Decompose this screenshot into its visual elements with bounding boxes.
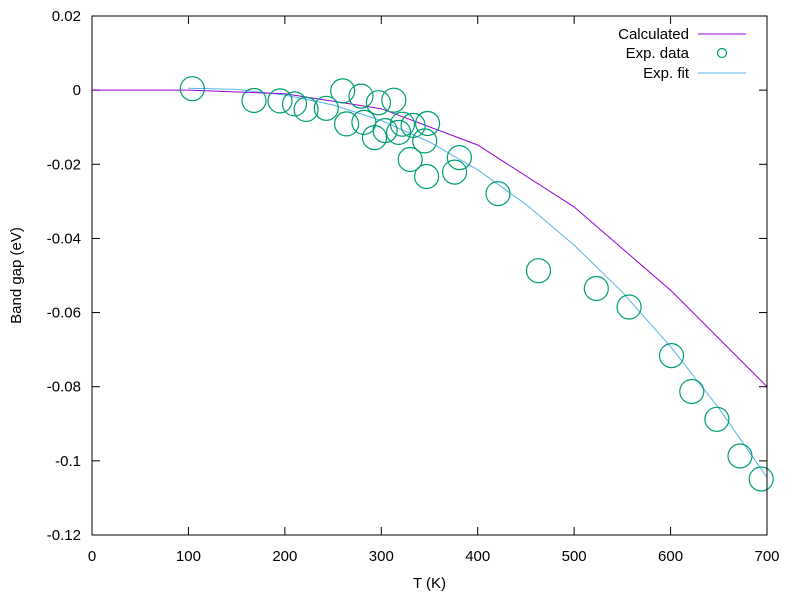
data-point-exp bbox=[412, 128, 438, 154]
x-tick-label: 200 bbox=[272, 548, 297, 565]
plot-frame bbox=[91, 15, 768, 536]
data-point-exp bbox=[372, 118, 398, 144]
data-point-exp bbox=[241, 87, 267, 114]
data-point-exp bbox=[442, 159, 468, 185]
data-point-exp bbox=[179, 76, 205, 102]
data-point-exp bbox=[267, 88, 293, 114]
x-tick-label: 600 bbox=[658, 548, 683, 565]
x-tick-label: 0 bbox=[88, 548, 96, 565]
data-point-exp bbox=[704, 406, 730, 432]
legend-swatch-exp-data bbox=[716, 47, 728, 59]
y-tick-label: -0.12 bbox=[47, 527, 81, 544]
data-point-exp bbox=[313, 95, 339, 121]
x-tick-label: 400 bbox=[465, 548, 490, 565]
data-point-exp bbox=[365, 90, 391, 116]
y-tick-label: -0.04 bbox=[47, 230, 81, 247]
y-tick-label: -0.08 bbox=[47, 379, 81, 396]
data-point-exp bbox=[616, 294, 642, 320]
data-point-exp bbox=[334, 111, 360, 137]
tick-labels: 0 100 200 300 400 500 600 700 0.02 0 -0.02 -0.04 -0.… bbox=[47, 8, 780, 565]
data-point-exp bbox=[415, 110, 441, 137]
y-tick-label: 0 bbox=[73, 82, 81, 99]
data-point-exp bbox=[348, 83, 374, 109]
data-point-exp bbox=[381, 87, 407, 113]
data-point-exp bbox=[293, 96, 319, 123]
x-tick-label: 500 bbox=[562, 548, 587, 565]
x-tick-label: 100 bbox=[176, 548, 201, 565]
data-point-exp bbox=[414, 163, 440, 190]
data-point-exp bbox=[485, 181, 511, 207]
data-point-exp bbox=[583, 275, 609, 302]
data-point-exp bbox=[446, 145, 472, 171]
legend-label-calculated: Calculated bbox=[618, 26, 689, 43]
y-tick-label: 0.02 bbox=[52, 8, 81, 25]
x-axis-label: T (K) bbox=[413, 575, 446, 592]
data-point-exp bbox=[679, 378, 705, 405]
legend-label-exp-data: Exp. data bbox=[626, 45, 690, 62]
data-point-exp bbox=[281, 91, 308, 117]
legend: Calculated Exp. data Exp. fit bbox=[618, 26, 746, 82]
y-axis-label: Band gap (eV) bbox=[8, 227, 25, 324]
y-tick-label: -0.1 bbox=[55, 453, 81, 470]
x-tick-label: 300 bbox=[369, 548, 394, 565]
y-tick-label: -0.02 bbox=[47, 156, 81, 173]
data-point-exp bbox=[525, 258, 552, 284]
series-layer bbox=[92, 76, 774, 492]
data-point-exp bbox=[748, 466, 774, 492]
data-point-exp bbox=[727, 443, 753, 469]
data-point-exp bbox=[397, 146, 423, 173]
y-tick-label: -0.06 bbox=[47, 305, 81, 322]
data-point-exp bbox=[389, 111, 416, 137]
series-line-exp-fit bbox=[188, 87, 768, 478]
data-point-exp bbox=[658, 343, 685, 369]
x-tick-label: 700 bbox=[754, 548, 779, 565]
data-point-exp bbox=[330, 78, 356, 104]
legend-label-exp-fit: Exp. fit bbox=[643, 65, 690, 82]
